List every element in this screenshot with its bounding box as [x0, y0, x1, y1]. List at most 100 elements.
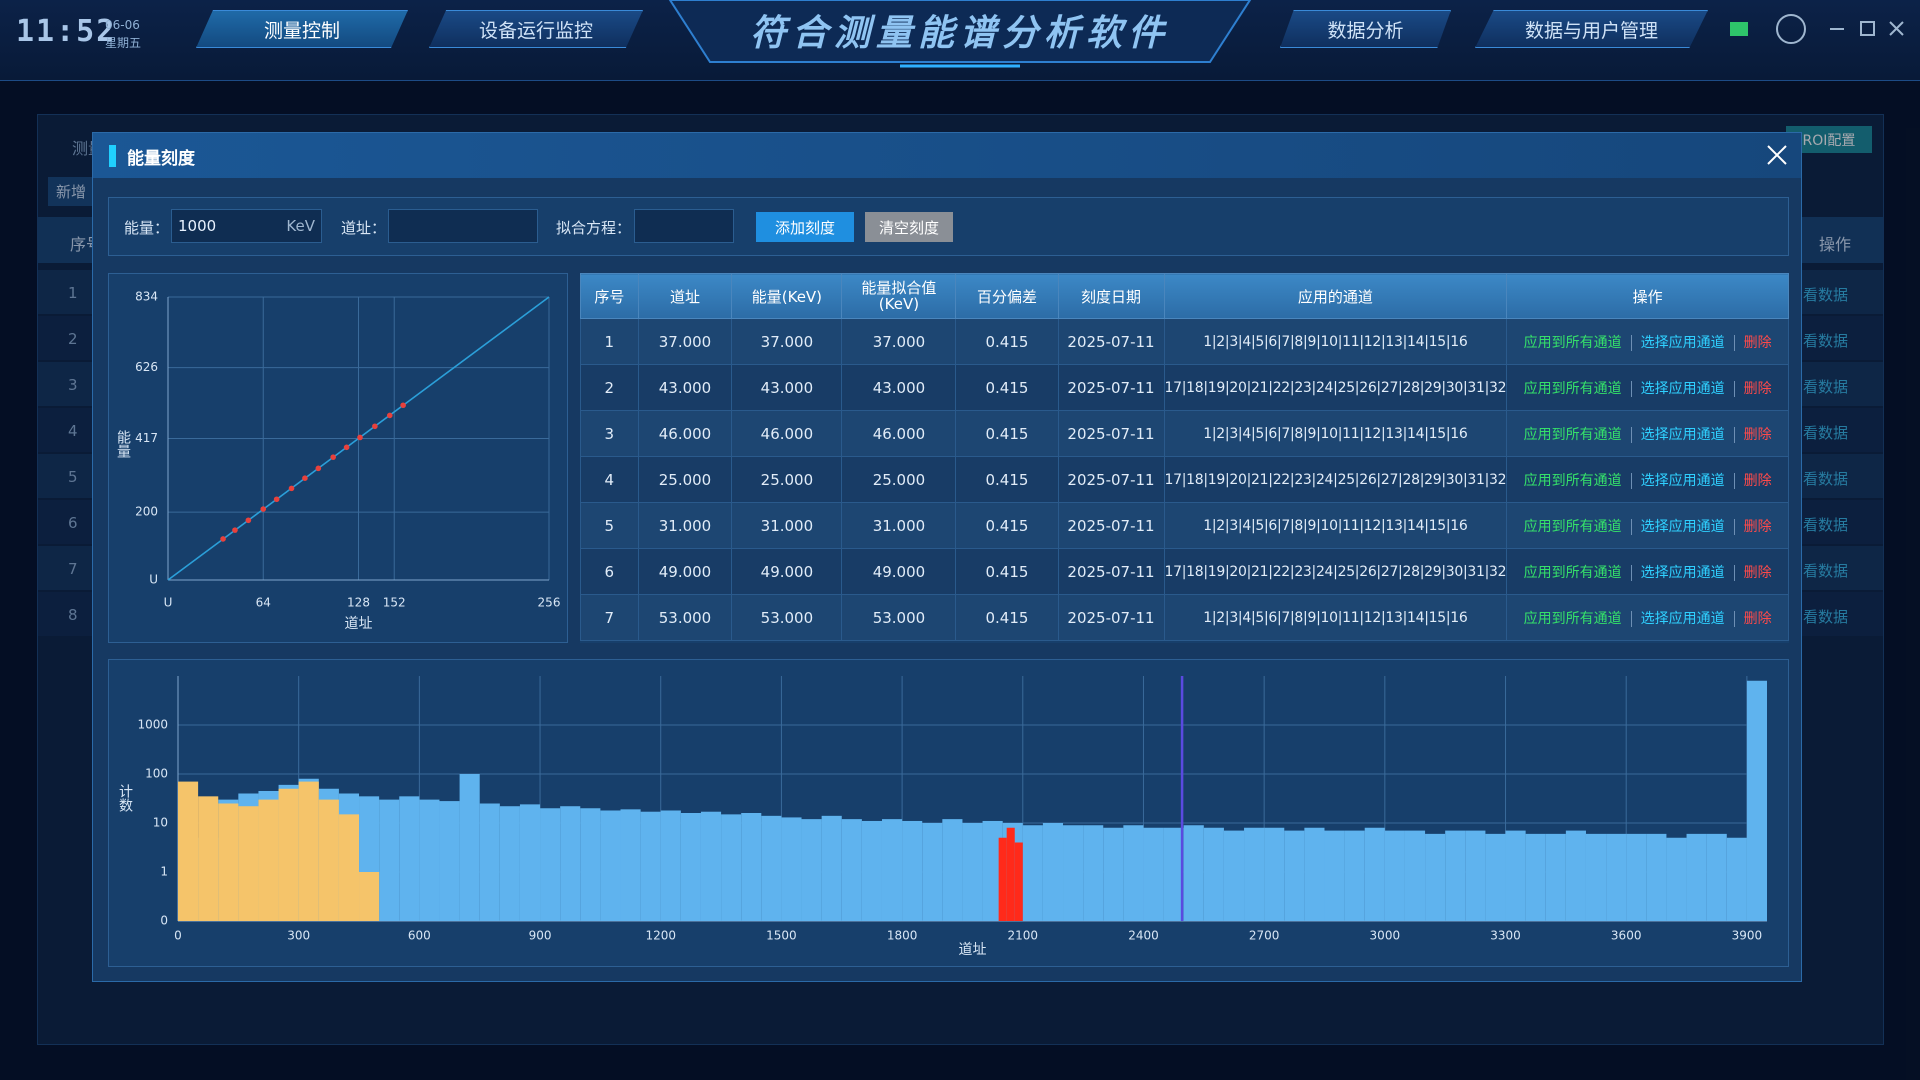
clear-button[interactable]: 清空刻度	[865, 212, 953, 242]
table-cell: 46.000	[637, 410, 733, 457]
close-app[interactable]	[1889, 21, 1904, 36]
table-cell: 31.000	[637, 502, 733, 549]
bg-row-action[interactable]: 看数据	[1803, 424, 1849, 442]
table-cell: 2025-07-11	[1057, 548, 1165, 595]
nav-button[interactable]: 数据与用户管理	[1475, 10, 1708, 48]
action-link[interactable]: 选择应用通道	[1630, 334, 1734, 351]
bg-add-button[interactable]: 新增	[48, 177, 95, 206]
action-link[interactable]: 应用到所有通道	[1523, 380, 1622, 397]
header: 11:52 06-06 星期五 符合测量能谱分析软件 测量控制 设备运行监控 数…	[0, 0, 1920, 81]
bar	[942, 819, 963, 921]
x-tick-label: 2700	[1249, 929, 1280, 943]
maximize[interactable]	[1860, 21, 1875, 36]
bar	[680, 812, 701, 921]
bar	[741, 812, 762, 921]
action-link[interactable]: 应用到所有通道	[1523, 426, 1622, 443]
table-cell: 2025-07-11	[1057, 456, 1165, 503]
action-link[interactable]: 删除	[1733, 380, 1781, 397]
bar	[540, 808, 561, 921]
clock: 11:52	[16, 14, 117, 49]
action-link[interactable]: 删除	[1733, 564, 1781, 581]
energy-input[interactable]: 1000 KeV	[171, 209, 322, 243]
calibration-chart: U 64 128 152 256 U 200 417 626 834 道址 能量	[115, 290, 560, 633]
table-cell: 25.000	[637, 456, 733, 503]
bar	[399, 796, 420, 921]
action-link[interactable]: 应用到所有通道	[1523, 610, 1622, 627]
bar	[1746, 680, 1767, 921]
action-link[interactable]: 删除	[1733, 426, 1781, 443]
y-tick-label: 626	[135, 360, 158, 374]
point	[302, 475, 308, 482]
action-link[interactable]: 删除	[1733, 472, 1781, 489]
bar	[1404, 830, 1426, 921]
table-cell: 43.000	[637, 364, 733, 411]
bar	[982, 820, 1003, 921]
column-header: 应用的通道	[1163, 273, 1508, 319]
bar	[1646, 833, 1667, 921]
bar	[218, 803, 239, 921]
table-cell: 2	[580, 364, 639, 411]
fit-label: 拟合方程：	[556, 219, 632, 237]
action-link[interactable]: 应用到所有通道	[1523, 472, 1622, 489]
bg-row-action[interactable]: 看数据	[1803, 378, 1849, 396]
table-cell: 49.000	[637, 548, 733, 595]
bg-row-action[interactable]: 看数据	[1803, 470, 1849, 488]
point	[288, 485, 295, 492]
nav-button[interactable]: 设备运行监控	[429, 10, 643, 48]
action-cell: 应用到所有通道 选择应用通道 删除	[1506, 456, 1789, 503]
action-link[interactable]: 应用到所有通道	[1523, 518, 1622, 535]
action-link[interactable]: 选择应用通道	[1630, 426, 1734, 443]
point	[372, 423, 378, 430]
dialog: 能量刻度 能量： 1000 KeV 道址： 拟合方程： 添加刻度 清空刻度 U 64…	[92, 132, 1802, 982]
table-cell: 53.000	[731, 594, 843, 641]
y-tick-label: 200	[135, 505, 158, 519]
bar	[721, 814, 742, 921]
bar	[902, 820, 923, 921]
close-button[interactable]	[1765, 143, 1789, 167]
action-link[interactable]: 删除	[1733, 610, 1781, 627]
nav-button[interactable]: 测量控制	[196, 10, 408, 48]
dialog-titlebar: 能量刻度	[93, 133, 1801, 178]
user-icon[interactable]	[1776, 14, 1806, 44]
table-cell: 17|18|19|20|21|22|23|24|25|26|27|28|29|3…	[1163, 548, 1508, 595]
header-text: 百分偏差	[976, 287, 1037, 306]
bar	[560, 806, 581, 921]
bg-row-action[interactable]: 看数据	[1803, 332, 1849, 350]
bg-row-action[interactable]: 看数据	[1803, 608, 1849, 626]
action-link[interactable]: 删除	[1733, 334, 1781, 351]
bg-row-action[interactable]: 看数据	[1803, 286, 1849, 304]
bar	[580, 808, 601, 921]
y-axis-label: 能量	[115, 430, 131, 458]
bar	[821, 815, 842, 921]
nav-button[interactable]: 数据分析	[1280, 10, 1451, 48]
bar	[1465, 830, 1486, 921]
action-link[interactable]: 选择应用通道	[1630, 564, 1734, 581]
table-cell: 2025-07-11	[1057, 364, 1165, 411]
x-axis-label: 道址	[959, 942, 987, 958]
bg-row-number: 2	[68, 330, 78, 348]
bg-row-action[interactable]: 看数据	[1803, 516, 1849, 534]
spectrum-panel: 0 300 600 900 1200 1500 1800 2100 2400 2700 3000 33…	[108, 659, 1789, 967]
add-button[interactable]: 添加刻度	[756, 212, 854, 242]
action-link[interactable]: 删除	[1733, 518, 1781, 535]
network-icon[interactable]	[1730, 22, 1748, 36]
x-tick-label: 3300	[1490, 929, 1521, 943]
action-link[interactable]: 应用到所有通道	[1523, 564, 1622, 581]
action-link[interactable]: 选择应用通道	[1630, 610, 1734, 627]
y-tick-label: 10	[153, 816, 168, 830]
table-cell: 1|2|3|4|5|6|7|8|9|10|11|12|13|14|15|16	[1163, 502, 1508, 549]
action-link[interactable]: 选择应用通道	[1630, 380, 1734, 397]
table-cell: 37.000	[841, 318, 957, 365]
bar	[298, 781, 319, 921]
fit-input[interactable]	[634, 209, 734, 243]
bar	[338, 814, 360, 921]
table-panel: 序号 道址 能量(KeV) 能量拟合值(KeV) 百分偏差 刻度日期 应用的通道 操作 1 37.…	[580, 273, 1789, 643]
action-link[interactable]: 选择应用通道	[1630, 472, 1734, 489]
channel-input[interactable]	[388, 209, 538, 243]
bg-row-number: 8	[68, 606, 78, 624]
action-link[interactable]: 应用到所有通道	[1523, 334, 1622, 351]
action-link[interactable]: 选择应用通道	[1630, 518, 1734, 535]
bg-row-action[interactable]: 看数据	[1803, 562, 1849, 580]
header-text: 操作	[1632, 287, 1663, 306]
x-tick-label: U	[164, 596, 173, 610]
